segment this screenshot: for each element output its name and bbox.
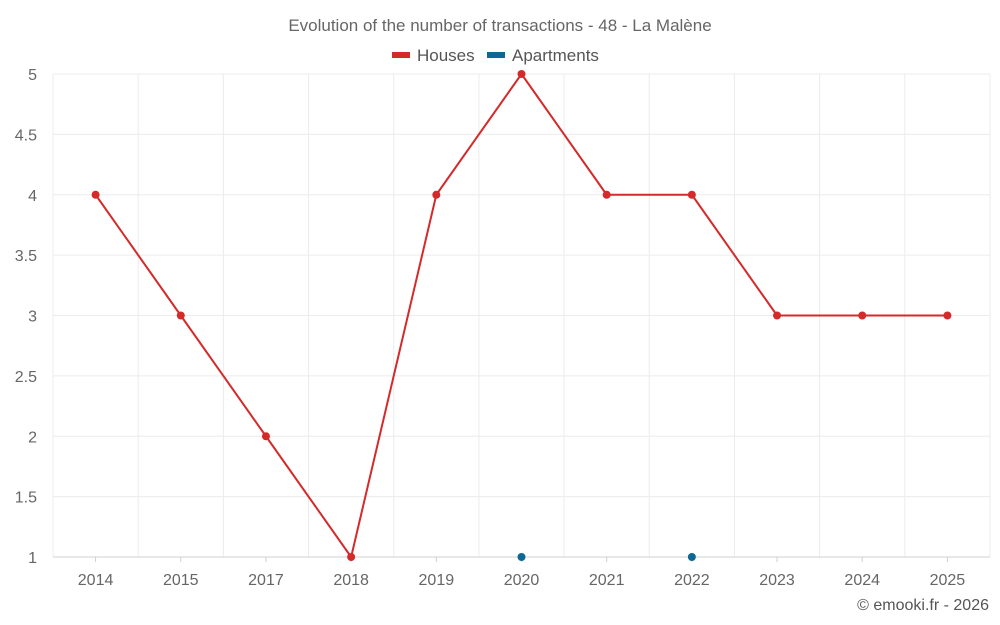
axes: 1 1.5 2 2.5 3 3.5 4 4.5 5 2014 2015 2017 2018 2019 202… bbox=[15, 67, 990, 589]
x-tick-label: 2020 bbox=[504, 572, 540, 589]
data-point-houses[interactable] bbox=[858, 311, 867, 320]
chart-title: Evolution of the number of transactions … bbox=[288, 16, 711, 35]
y-tick-label: 1.5 bbox=[15, 490, 37, 507]
data-point-houses[interactable] bbox=[261, 432, 270, 441]
y-tick-label: 1 bbox=[28, 550, 37, 567]
data-point-houses[interactable] bbox=[943, 311, 952, 320]
y-tick-label: 2.5 bbox=[15, 369, 37, 386]
data-point-houses[interactable] bbox=[602, 190, 611, 199]
y-tick-label: 4 bbox=[28, 188, 37, 205]
legend-item-apartments[interactable]: Apartments bbox=[487, 46, 599, 65]
x-tick-label: 2018 bbox=[333, 572, 369, 589]
data-point-houses[interactable] bbox=[432, 190, 441, 199]
data-point-houses[interactable] bbox=[517, 70, 526, 78]
legend-item-houses[interactable]: Houses bbox=[392, 46, 475, 65]
x-tick-label: 2017 bbox=[248, 572, 284, 589]
y-tick-label: 3.5 bbox=[15, 248, 37, 265]
y-tick-label: 5 bbox=[28, 67, 37, 84]
x-tick-label: 2023 bbox=[759, 572, 795, 589]
y-tick-label: 2 bbox=[28, 429, 37, 446]
data-point-houses[interactable] bbox=[773, 311, 782, 320]
legend-label-apartments: Apartments bbox=[512, 46, 599, 65]
credit-text: © emooki.fr - 2026 bbox=[857, 597, 989, 614]
x-tick-label: 2015 bbox=[163, 572, 199, 589]
x-tick-label: 2019 bbox=[419, 572, 455, 589]
x-tick-label: 2025 bbox=[930, 572, 966, 589]
data-point-apartments[interactable] bbox=[517, 553, 526, 561]
data-point-houses[interactable] bbox=[687, 190, 696, 199]
x-tick-label: 2014 bbox=[78, 572, 114, 589]
legend-swatch-apartments bbox=[487, 52, 505, 58]
legend-label-houses: Houses bbox=[417, 46, 475, 65]
series-houses bbox=[91, 70, 952, 561]
data-point-houses[interactable] bbox=[91, 190, 100, 199]
data-point-houses[interactable] bbox=[176, 311, 185, 320]
x-tick-label: 2021 bbox=[589, 572, 625, 589]
data-point-apartments[interactable] bbox=[687, 553, 696, 561]
legend: Houses Apartments bbox=[392, 46, 599, 65]
legend-swatch-houses bbox=[392, 52, 410, 58]
y-tick-label: 3 bbox=[28, 309, 37, 326]
x-tick-label: 2024 bbox=[844, 572, 880, 589]
x-tick-label: 2022 bbox=[674, 572, 710, 589]
series-apartments bbox=[517, 553, 696, 561]
series bbox=[91, 70, 952, 561]
y-tick-label: 4.5 bbox=[15, 127, 37, 144]
data-point-houses[interactable] bbox=[347, 553, 356, 561]
